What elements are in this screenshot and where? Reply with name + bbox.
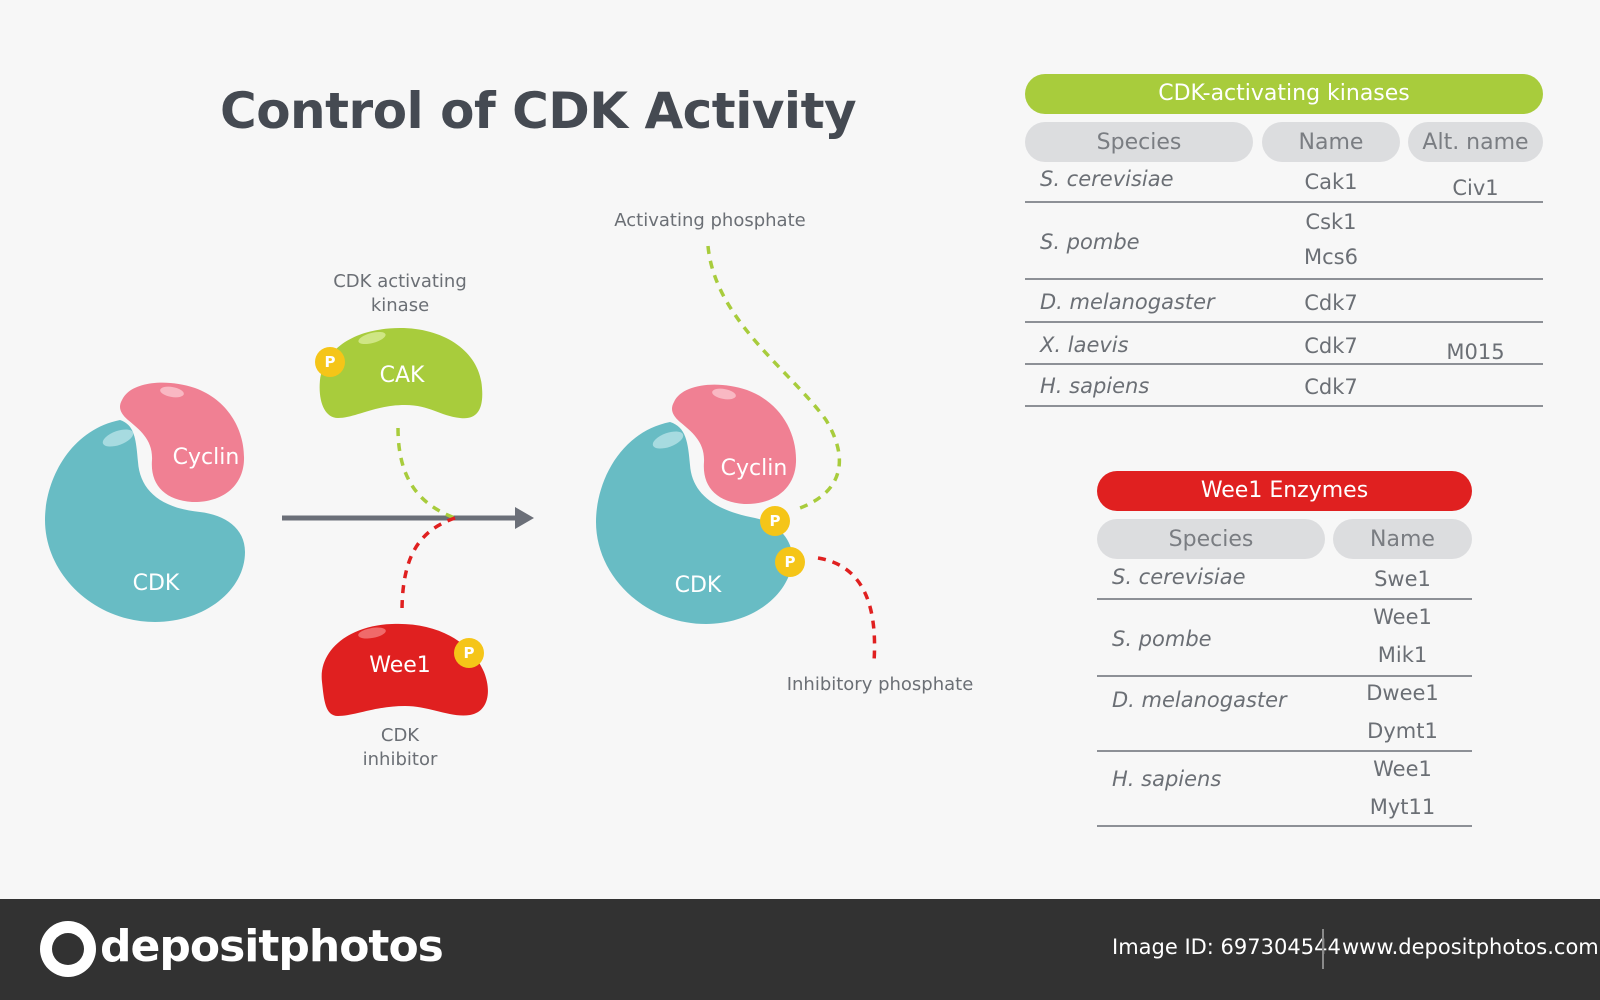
cak-table-header: CDK-activating kinases	[1025, 74, 1543, 114]
cak-col-name: Name	[1262, 122, 1400, 162]
cak-row2-name2: Mcs6	[1304, 245, 1358, 269]
cak-row1-name: Cak1	[1304, 170, 1358, 194]
cak-row2-species: S. pombe	[1040, 230, 1140, 254]
inhibitory-phosphate-icon	[775, 547, 805, 577]
cak-row-divider	[1025, 278, 1543, 280]
cdk-shape-right	[596, 422, 793, 624]
activating-phosphate-callout	[706, 245, 842, 510]
cak-row3-name: Cdk7	[1304, 291, 1358, 315]
image-id: Image ID: 697304544	[1112, 935, 1341, 959]
phosphate-icon-wee1	[454, 638, 484, 668]
site-url[interactable]: www.depositphotos.com	[1342, 935, 1599, 959]
cak-row-divider	[1025, 405, 1543, 407]
page-title: Control of CDK Activity	[220, 82, 857, 140]
cdk-diagram	[45, 245, 877, 716]
wee1-row4-name1: Wee1	[1373, 757, 1432, 781]
cyclin-shape-right	[672, 384, 797, 505]
cyclin-label-left: Cyclin	[172, 445, 240, 470]
cdk-shape-left	[45, 420, 245, 622]
cak-highlight	[358, 331, 386, 345]
footer-bar: depositphotos Image ID: 697304544 www.de…	[0, 899, 1600, 1000]
reaction-arrow-head	[515, 507, 534, 529]
cak-row5-name: Cdk7	[1304, 375, 1358, 399]
cak-row-divider	[1025, 321, 1543, 323]
cak-row-divider	[1025, 363, 1543, 365]
cak-label: CAK	[379, 363, 425, 388]
wee1-row4-species: H. sapiens	[1112, 767, 1222, 791]
cdk-highlight-right	[652, 431, 684, 449]
wee1-row3-species: D. melanogaster	[1112, 688, 1287, 712]
cak-row1-species: S. cerevisiae	[1040, 167, 1174, 191]
wee1-row2-name2: Mik1	[1377, 643, 1428, 667]
phosphate-symbol-activating: P	[769, 512, 781, 530]
phosphate-symbol-wee1: P	[463, 644, 475, 662]
inhibitory-phosphate-callout	[817, 556, 877, 663]
camera-logo-icon	[40, 921, 96, 977]
wee1-row-divider	[1097, 825, 1472, 827]
cak-row4-name: Cdk7	[1304, 334, 1358, 358]
wee1-highlight	[358, 627, 386, 639]
wee1-table-header: Wee1 Enzymes	[1097, 471, 1472, 511]
cyclin-label-right: Cyclin	[720, 456, 788, 481]
activating-phosphate-icon	[760, 506, 790, 536]
wee1-row1-name: Swe1	[1374, 567, 1431, 591]
cak-dashed-connector	[396, 427, 456, 520]
cak-row4-alt: M015	[1446, 340, 1505, 364]
cak-caption-line1: CDK activating	[333, 271, 467, 292]
cak-caption-line2: kinase	[370, 295, 430, 316]
cak-row1-alt: Civ1	[1452, 176, 1499, 200]
phosphate-icon-cak	[315, 347, 345, 377]
cak-row3-species: D. melanogaster	[1040, 290, 1215, 314]
cdk-highlight-left	[102, 429, 134, 447]
wee1-row-divider	[1097, 675, 1472, 677]
wee1-row2-species: S. pombe	[1112, 627, 1212, 651]
wee1-row3-name1: Dwee1	[1366, 681, 1439, 705]
wee1-dashed-connector	[400, 516, 456, 613]
wee1-row1-species: S. cerevisiae	[1112, 565, 1246, 589]
activating-phosphate-label: Activating phosphate	[614, 210, 806, 231]
cyclin-highlight-right	[712, 388, 736, 400]
wee1-row-divider	[1097, 750, 1472, 752]
wee1-col-name: Name	[1333, 519, 1472, 559]
wee1-label: Wee1	[369, 653, 431, 678]
cak-row2-name1: Csk1	[1305, 210, 1357, 234]
wee1-row3-name2: Dymt1	[1367, 719, 1438, 743]
wee1-shape	[321, 623, 488, 716]
cak-shape	[319, 328, 483, 419]
inhibitory-phosphate-label: Inhibitory phosphate	[786, 674, 974, 695]
brand-logo: depositphotos	[100, 921, 444, 972]
cak-row5-species: H. sapiens	[1040, 374, 1150, 398]
cdk-label-right: CDK	[674, 573, 722, 598]
wee1-row-divider	[1097, 598, 1472, 600]
cak-row4-species: X. laevis	[1040, 333, 1129, 357]
wee1-caption-line2: inhibitor	[362, 749, 438, 770]
cyclin-shape-left	[120, 382, 245, 503]
phosphate-symbol-cak: P	[324, 353, 336, 371]
cak-row-divider	[1025, 201, 1543, 203]
wee1-row4-name2: Myt11	[1369, 795, 1436, 819]
wee1-caption-line1: CDK	[380, 725, 420, 746]
cyclin-highlight-left	[160, 386, 184, 398]
wee1-col-species: Species	[1097, 519, 1325, 559]
cak-col-alt-name: Alt. name	[1408, 122, 1543, 162]
cdk-label-left: CDK	[132, 571, 180, 596]
phosphate-symbol-inhibitory: P	[784, 553, 796, 571]
footer-divider	[1322, 929, 1324, 969]
cak-col-species: Species	[1025, 122, 1253, 162]
wee1-row2-name1: Wee1	[1373, 605, 1432, 629]
